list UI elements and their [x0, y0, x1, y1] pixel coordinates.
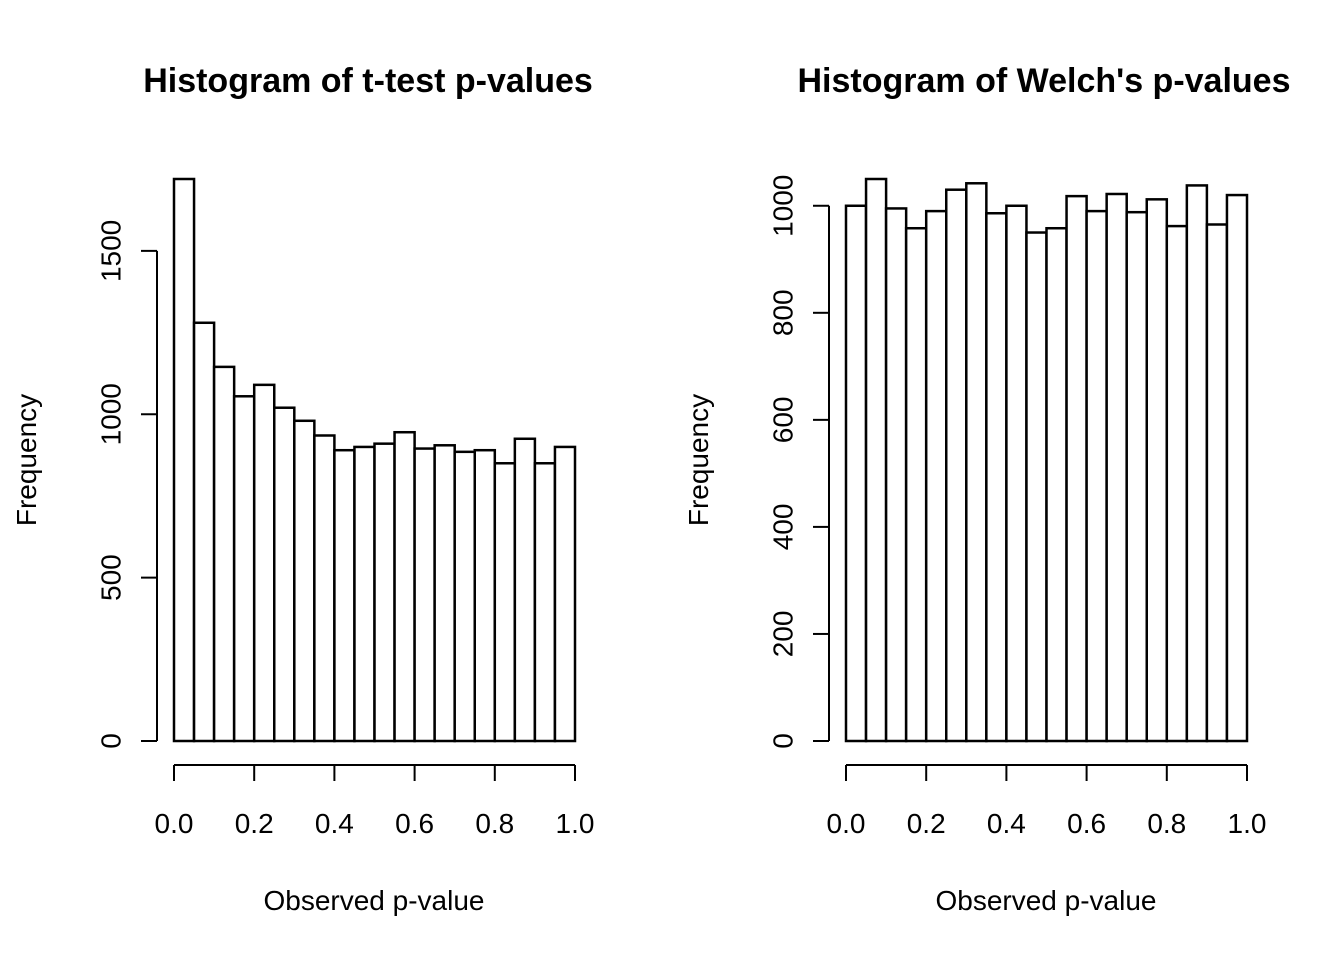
right-y-tick-label: 400	[768, 504, 799, 551]
left-bar	[393, 430, 416, 743]
left-bar	[313, 434, 336, 743]
right-x-tick-label: 0.6	[1067, 808, 1106, 839]
right-bar	[1125, 210, 1148, 743]
right-bar	[1085, 209, 1108, 743]
right-x-tick-label: 1.0	[1228, 808, 1267, 839]
left-y-tick-label: 1500	[96, 220, 127, 282]
right-bar	[844, 204, 868, 743]
left-y-tick-label: 1000	[96, 383, 127, 445]
right-bar	[965, 182, 988, 743]
left-y-tick-label: 0	[96, 733, 127, 749]
right-histogram-panel: Histogram of Welch's p-values Observed p…	[683, 62, 1291, 916]
left-bar	[252, 383, 276, 743]
right-bar	[1105, 192, 1128, 743]
left-bar	[333, 448, 356, 743]
right-bar	[1045, 226, 1068, 743]
left-bar	[273, 406, 296, 743]
right-bar	[1145, 198, 1169, 743]
left-bar	[433, 444, 456, 743]
left-x-tick-label: 0.8	[475, 808, 514, 839]
right-bar	[884, 207, 908, 743]
left-bar	[192, 321, 216, 743]
right-bar	[945, 188, 968, 743]
left-bar	[413, 447, 436, 743]
right-y-tick-label: 600	[768, 396, 799, 443]
right-bar	[1065, 194, 1088, 743]
right-x-axis-label: Observed p-value	[935, 885, 1156, 916]
left-bar	[212, 365, 236, 743]
right-x-axis: 0.0 0.2 0.4 0.6 0.8 1.0	[827, 764, 1267, 839]
right-y-tick-label: 200	[768, 611, 799, 658]
left-y-axis: 0 500 1000 1500	[96, 220, 158, 749]
left-x-tick-label: 0.4	[315, 808, 354, 839]
left-bar	[493, 462, 517, 743]
right-bar	[985, 212, 1008, 743]
right-bars	[844, 177, 1249, 743]
left-x-tick-label: 1.0	[556, 808, 595, 839]
left-bars	[172, 177, 577, 743]
right-x-tick-label: 0.4	[987, 808, 1026, 839]
left-bar	[513, 437, 537, 743]
left-chart-title: Histogram of t-test p-values	[143, 62, 593, 100]
left-bar	[172, 177, 196, 743]
right-y-tick-label: 1000	[768, 175, 799, 237]
right-chart-title: Histogram of Welch's p-values	[797, 62, 1290, 100]
right-bar	[1165, 224, 1189, 743]
left-bar	[473, 448, 497, 743]
right-bar	[1205, 223, 1229, 743]
right-x-tick-label: 0.2	[907, 808, 946, 839]
right-bar	[1185, 184, 1209, 743]
right-y-tick-label: 0	[768, 733, 799, 749]
left-x-axis-label: Observed p-value	[263, 885, 484, 916]
left-histogram-panel: Histogram of t-test p-values Observed p-…	[11, 62, 594, 916]
left-bar	[232, 395, 256, 743]
right-y-axis-label: Frequency	[683, 394, 714, 526]
left-bar	[293, 419, 316, 743]
left-bar	[553, 445, 577, 743]
right-bar	[1025, 231, 1048, 743]
left-x-tick-label: 0.6	[395, 808, 434, 839]
left-y-tick-label: 500	[96, 554, 127, 601]
left-bar	[373, 442, 396, 743]
right-y-axis: 0 200 400 600 800 1000	[768, 175, 830, 749]
right-x-tick-label: 0.8	[1147, 808, 1186, 839]
left-x-tick-label: 0.2	[235, 808, 274, 839]
right-bar	[904, 226, 928, 743]
left-bar	[533, 462, 557, 743]
right-x-tick-label: 0.0	[827, 808, 866, 839]
left-x-tick-label: 0.0	[155, 808, 194, 839]
left-x-axis: 0.0 0.2 0.4 0.6 0.8 1.0	[155, 764, 595, 839]
left-bar	[353, 445, 376, 743]
right-bar	[864, 177, 888, 743]
right-y-tick-label: 800	[768, 289, 799, 336]
right-bar	[924, 209, 948, 743]
right-bar	[1225, 193, 1249, 743]
left-y-axis-label: Frequency	[11, 394, 42, 526]
right-bar	[1005, 204, 1028, 743]
left-bar	[453, 450, 477, 743]
